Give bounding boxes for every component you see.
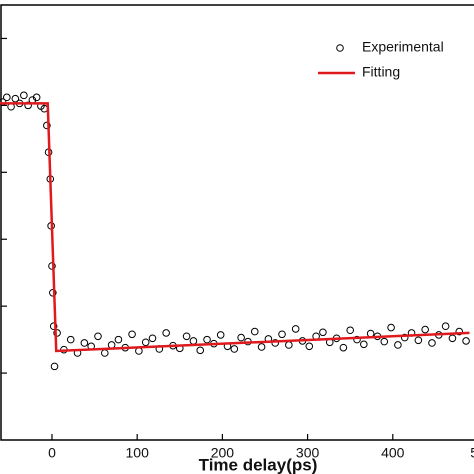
data-point — [271, 339, 280, 347]
data-point — [203, 335, 211, 344]
legend-label: Fitting — [362, 64, 400, 80]
data-point — [257, 343, 266, 351]
data-point — [339, 343, 348, 352]
data-point — [162, 329, 170, 337]
data-point — [353, 335, 361, 344]
data-point — [43, 121, 51, 130]
data-point — [0, 98, 7, 106]
data-point — [387, 323, 395, 332]
data-point — [278, 330, 286, 339]
data-point — [3, 93, 11, 102]
data-point — [189, 337, 198, 345]
plot-frame — [0, 4, 474, 441]
data-point — [414, 336, 423, 345]
data-point — [319, 328, 327, 337]
data-point — [428, 339, 436, 347]
data-point — [94, 332, 102, 341]
data-point — [421, 325, 429, 334]
data-point — [49, 322, 58, 331]
data-point — [230, 345, 239, 353]
legend-marker — [336, 44, 344, 52]
data-point — [285, 341, 293, 349]
data-point — [448, 334, 457, 343]
data-point — [50, 362, 59, 371]
legend-label: Experimental — [362, 39, 444, 55]
data-point — [346, 326, 354, 335]
data-point — [360, 340, 368, 349]
data-point — [114, 335, 123, 344]
data-point — [80, 339, 89, 347]
data-point — [11, 94, 20, 103]
data-point — [148, 334, 157, 343]
data-point — [216, 331, 225, 339]
data-point — [250, 327, 259, 336]
data-point — [196, 346, 205, 355]
x-tick-label: 200 — [211, 445, 235, 461]
data-point — [380, 337, 389, 346]
x-tick-label: 50 — [470, 445, 474, 461]
x-tick-label: 300 — [296, 445, 320, 461]
data-point — [455, 327, 464, 336]
data-point — [462, 337, 470, 345]
data-point — [32, 93, 41, 102]
data-point — [49, 288, 57, 297]
data-point — [128, 330, 136, 339]
data-point — [53, 329, 61, 337]
data-point — [141, 338, 150, 347]
x-tick-label: 100 — [126, 445, 150, 461]
data-point — [24, 101, 32, 110]
fit-line — [0, 102, 470, 353]
x-axis-title: Time delay(ps) — [199, 455, 318, 474]
data-point — [441, 322, 450, 331]
data-point — [182, 332, 191, 341]
data-point — [237, 333, 245, 342]
data-point — [400, 333, 409, 342]
x-tick-label: 400 — [381, 445, 405, 461]
data-point — [305, 342, 314, 351]
x-tick-label: 0 — [48, 445, 56, 461]
data-point — [291, 325, 300, 333]
data-point — [20, 91, 28, 100]
data-point — [66, 335, 75, 344]
data-point — [394, 341, 402, 349]
data-point — [101, 349, 109, 357]
